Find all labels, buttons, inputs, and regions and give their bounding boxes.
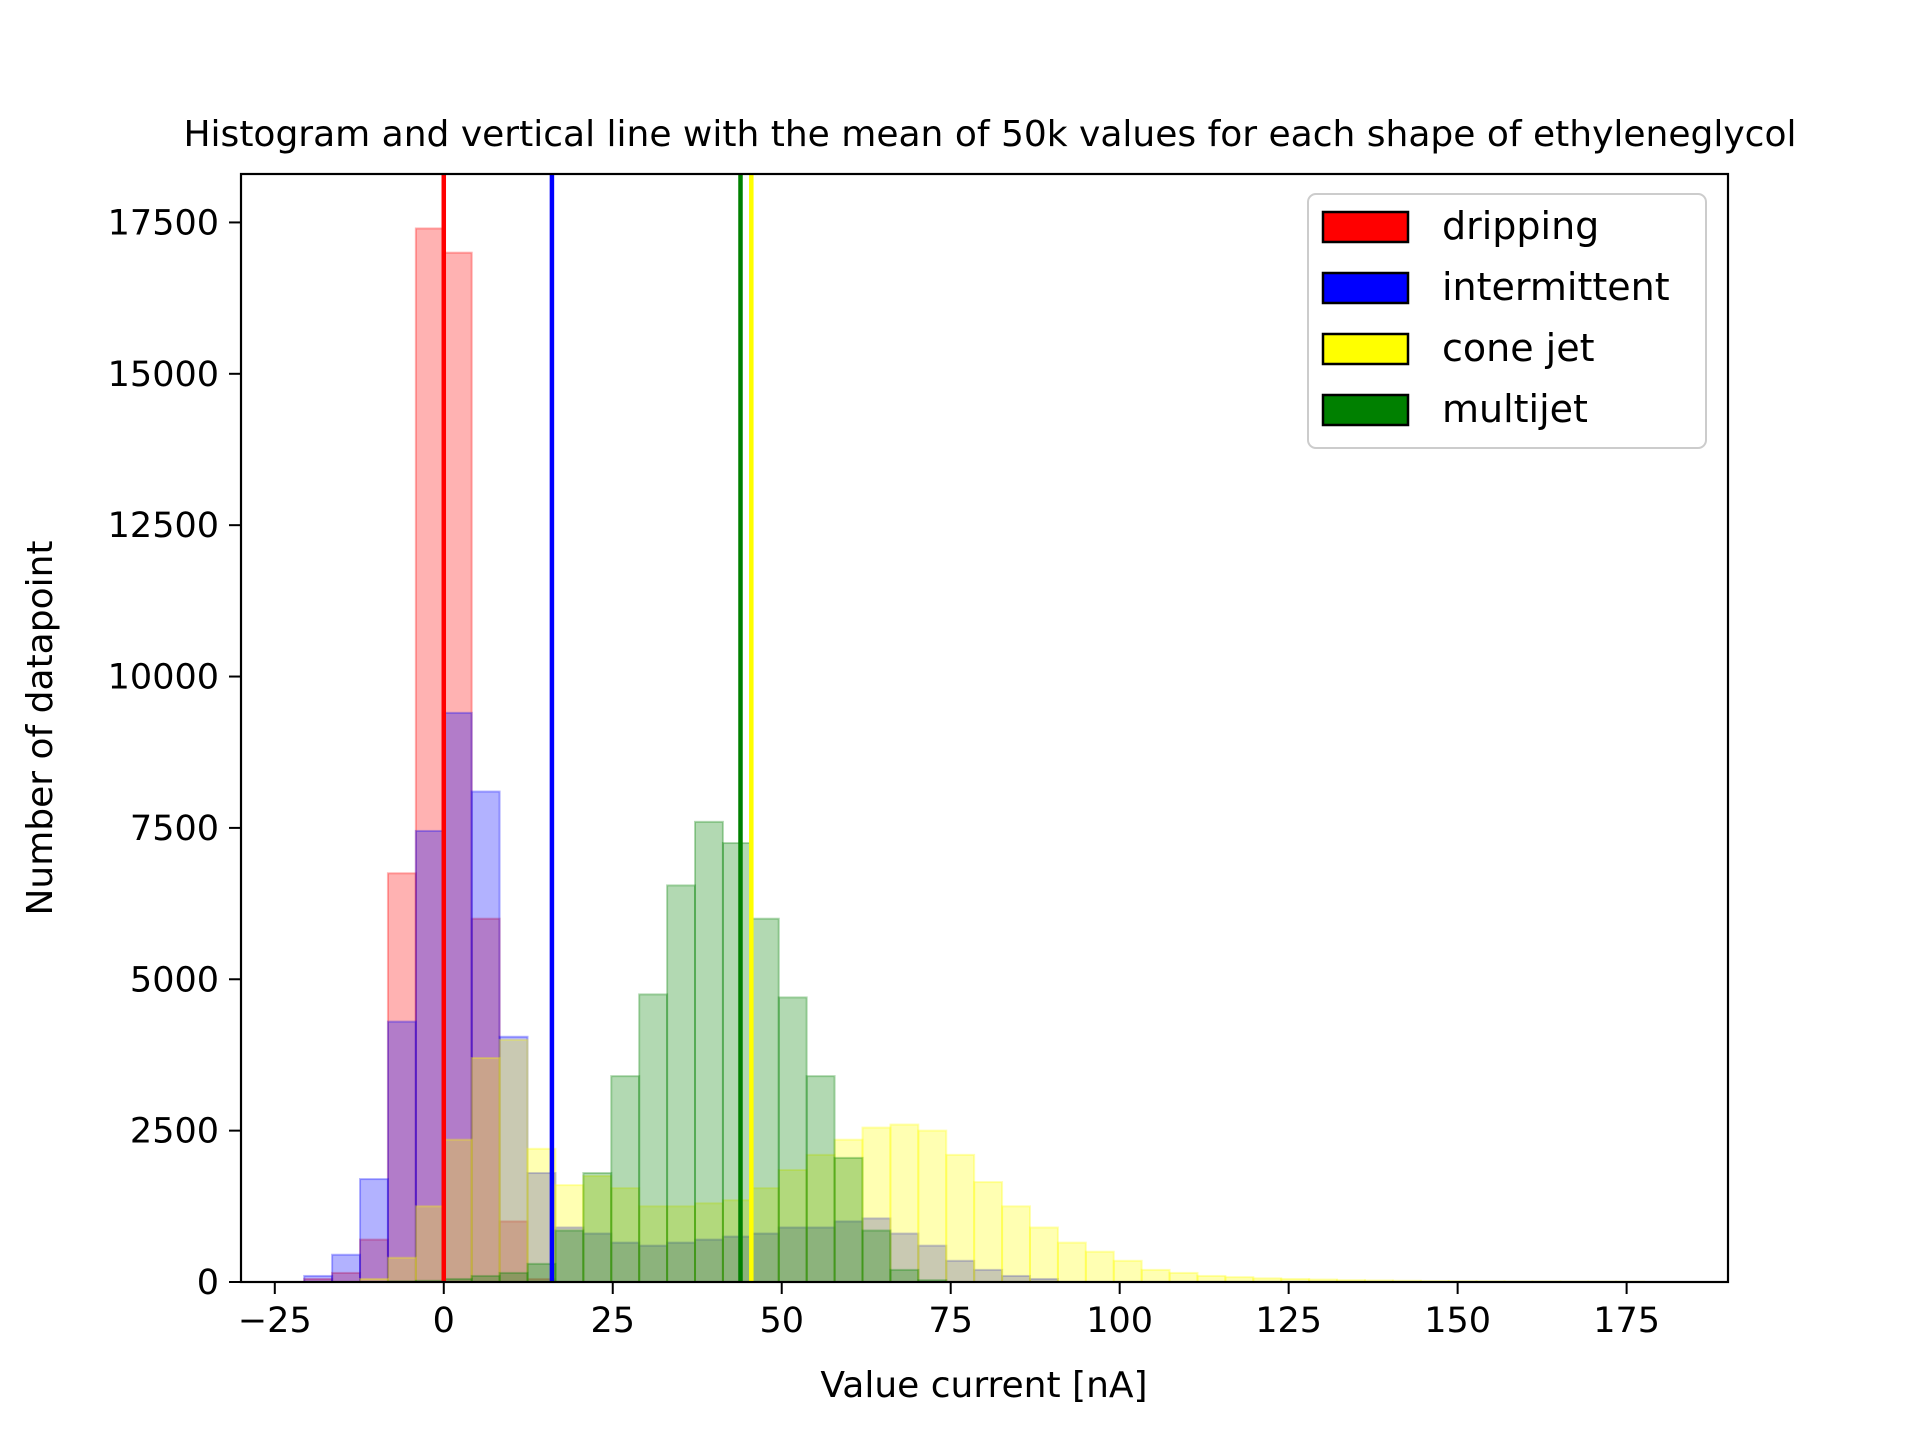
histogram-bar — [554, 1184, 585, 1284]
y-axis: 0 2500 5000 7500 10000 12500 15000 17500 — [108, 203, 241, 1303]
histogram-bar — [945, 1153, 976, 1283]
histogram-bar — [777, 996, 808, 1283]
mean-lines — [441, 174, 754, 1282]
y-tick-label: 15000 — [108, 355, 219, 395]
y-tick-label: 12500 — [108, 506, 219, 546]
histogram-bar — [470, 917, 501, 1283]
histogram-bar — [805, 1075, 836, 1284]
histogram-bar — [498, 1038, 529, 1283]
histogram-bar — [498, 1271, 529, 1284]
histogram-bar — [442, 1138, 473, 1283]
histogram-bar — [386, 872, 417, 1283]
histogram-bar — [470, 1056, 501, 1283]
x-tick-label: 175 — [1593, 1301, 1660, 1341]
y-tick-label: 0 — [197, 1263, 219, 1303]
x-axis-label: Value current [nA] — [820, 1365, 1147, 1406]
histogram-bar — [694, 820, 724, 1283]
x-tick-label: 150 — [1424, 1301, 1491, 1341]
legend-label: intermittent — [1442, 265, 1670, 309]
histogram-bar — [582, 1175, 613, 1283]
histogram-bar — [638, 1205, 669, 1283]
plot-frame — [239, 172, 1730, 1284]
histogram-bar — [1168, 1271, 1199, 1284]
histogram-bar — [359, 1178, 389, 1284]
histogram-bar — [386, 1256, 417, 1283]
legend-label: multijet — [1442, 387, 1588, 431]
histogram-bar — [666, 884, 697, 1283]
histogram-bar — [805, 1153, 836, 1283]
histogram-bar — [331, 1253, 362, 1284]
histogram-bar — [359, 1238, 389, 1283]
histogram-bar — [777, 1168, 808, 1283]
histogram-bar — [1056, 1241, 1087, 1283]
histogram-bar — [498, 1035, 529, 1283]
histogram-bar — [1028, 1226, 1059, 1283]
histogram-bar — [582, 1172, 613, 1283]
histogram-bar — [917, 1244, 948, 1283]
histogram-bar — [917, 1129, 948, 1284]
legend-swatch — [1321, 332, 1410, 366]
histogram-bar — [973, 1181, 1004, 1284]
histogram-bar — [749, 1232, 780, 1284]
histogram-bar — [833, 1156, 864, 1283]
histogram-bar — [414, 227, 445, 1283]
histogram-bar — [1140, 1268, 1171, 1284]
histogram-bar — [889, 1268, 920, 1284]
chart-title: Histogram and vertical line with the mea… — [183, 114, 1796, 155]
legend-swatch — [1321, 393, 1410, 427]
histogram-bars — [303, 227, 1646, 1284]
histogram-bar — [582, 1232, 613, 1284]
y-tick-label: 7500 — [130, 809, 219, 849]
histogram-bar — [721, 842, 752, 1284]
y-tick-label: 10000 — [108, 658, 219, 698]
y-tick-label: 5000 — [130, 960, 219, 1000]
histogram-bar — [414, 1205, 445, 1283]
histogram-bar — [777, 1226, 808, 1283]
y-axis-label: Number of datapoint — [20, 540, 61, 915]
legend-label: cone jet — [1442, 326, 1595, 370]
histogram-bar — [442, 251, 473, 1284]
histogram-bar — [694, 1202, 724, 1284]
legend-swatch — [1321, 271, 1410, 305]
x-tick-label: 50 — [759, 1301, 804, 1341]
histogram-bar — [1084, 1250, 1115, 1284]
histogram-bar — [1112, 1259, 1143, 1283]
histogram-bar — [470, 790, 501, 1284]
x-tick-label: −25 — [238, 1301, 312, 1341]
x-tick-label: 100 — [1086, 1301, 1153, 1341]
histogram-bar — [861, 1217, 892, 1284]
x-tick-label: 25 — [590, 1301, 635, 1341]
x-tick-label: 0 — [433, 1301, 455, 1341]
x-axis: −25 0 25 50 75 100 125 150 175 — [238, 1282, 1660, 1341]
histogram-bar — [1001, 1205, 1031, 1283]
histogram-bar — [833, 1220, 864, 1283]
histogram-bar — [386, 1020, 417, 1283]
histogram-bar — [610, 1075, 641, 1284]
histogram-bar — [554, 1229, 585, 1284]
legend-swatch — [1321, 210, 1410, 244]
histogram-bar — [749, 917, 780, 1283]
histogram-bar — [889, 1123, 920, 1283]
y-tick-label: 17500 — [108, 203, 219, 243]
histogram-bar — [610, 1187, 641, 1283]
histogram-bar — [498, 1220, 529, 1283]
x-tick-label: 75 — [928, 1301, 973, 1341]
histogram-bar — [638, 993, 669, 1283]
x-tick-label: 125 — [1255, 1301, 1322, 1341]
y-tick-label: 2500 — [130, 1112, 219, 1152]
legend-frame — [1307, 193, 1707, 449]
histogram-bar — [861, 1229, 892, 1284]
legend-label: dripping — [1442, 204, 1599, 248]
legend: dripping intermittent cone jet multijet — [1307, 193, 1707, 449]
